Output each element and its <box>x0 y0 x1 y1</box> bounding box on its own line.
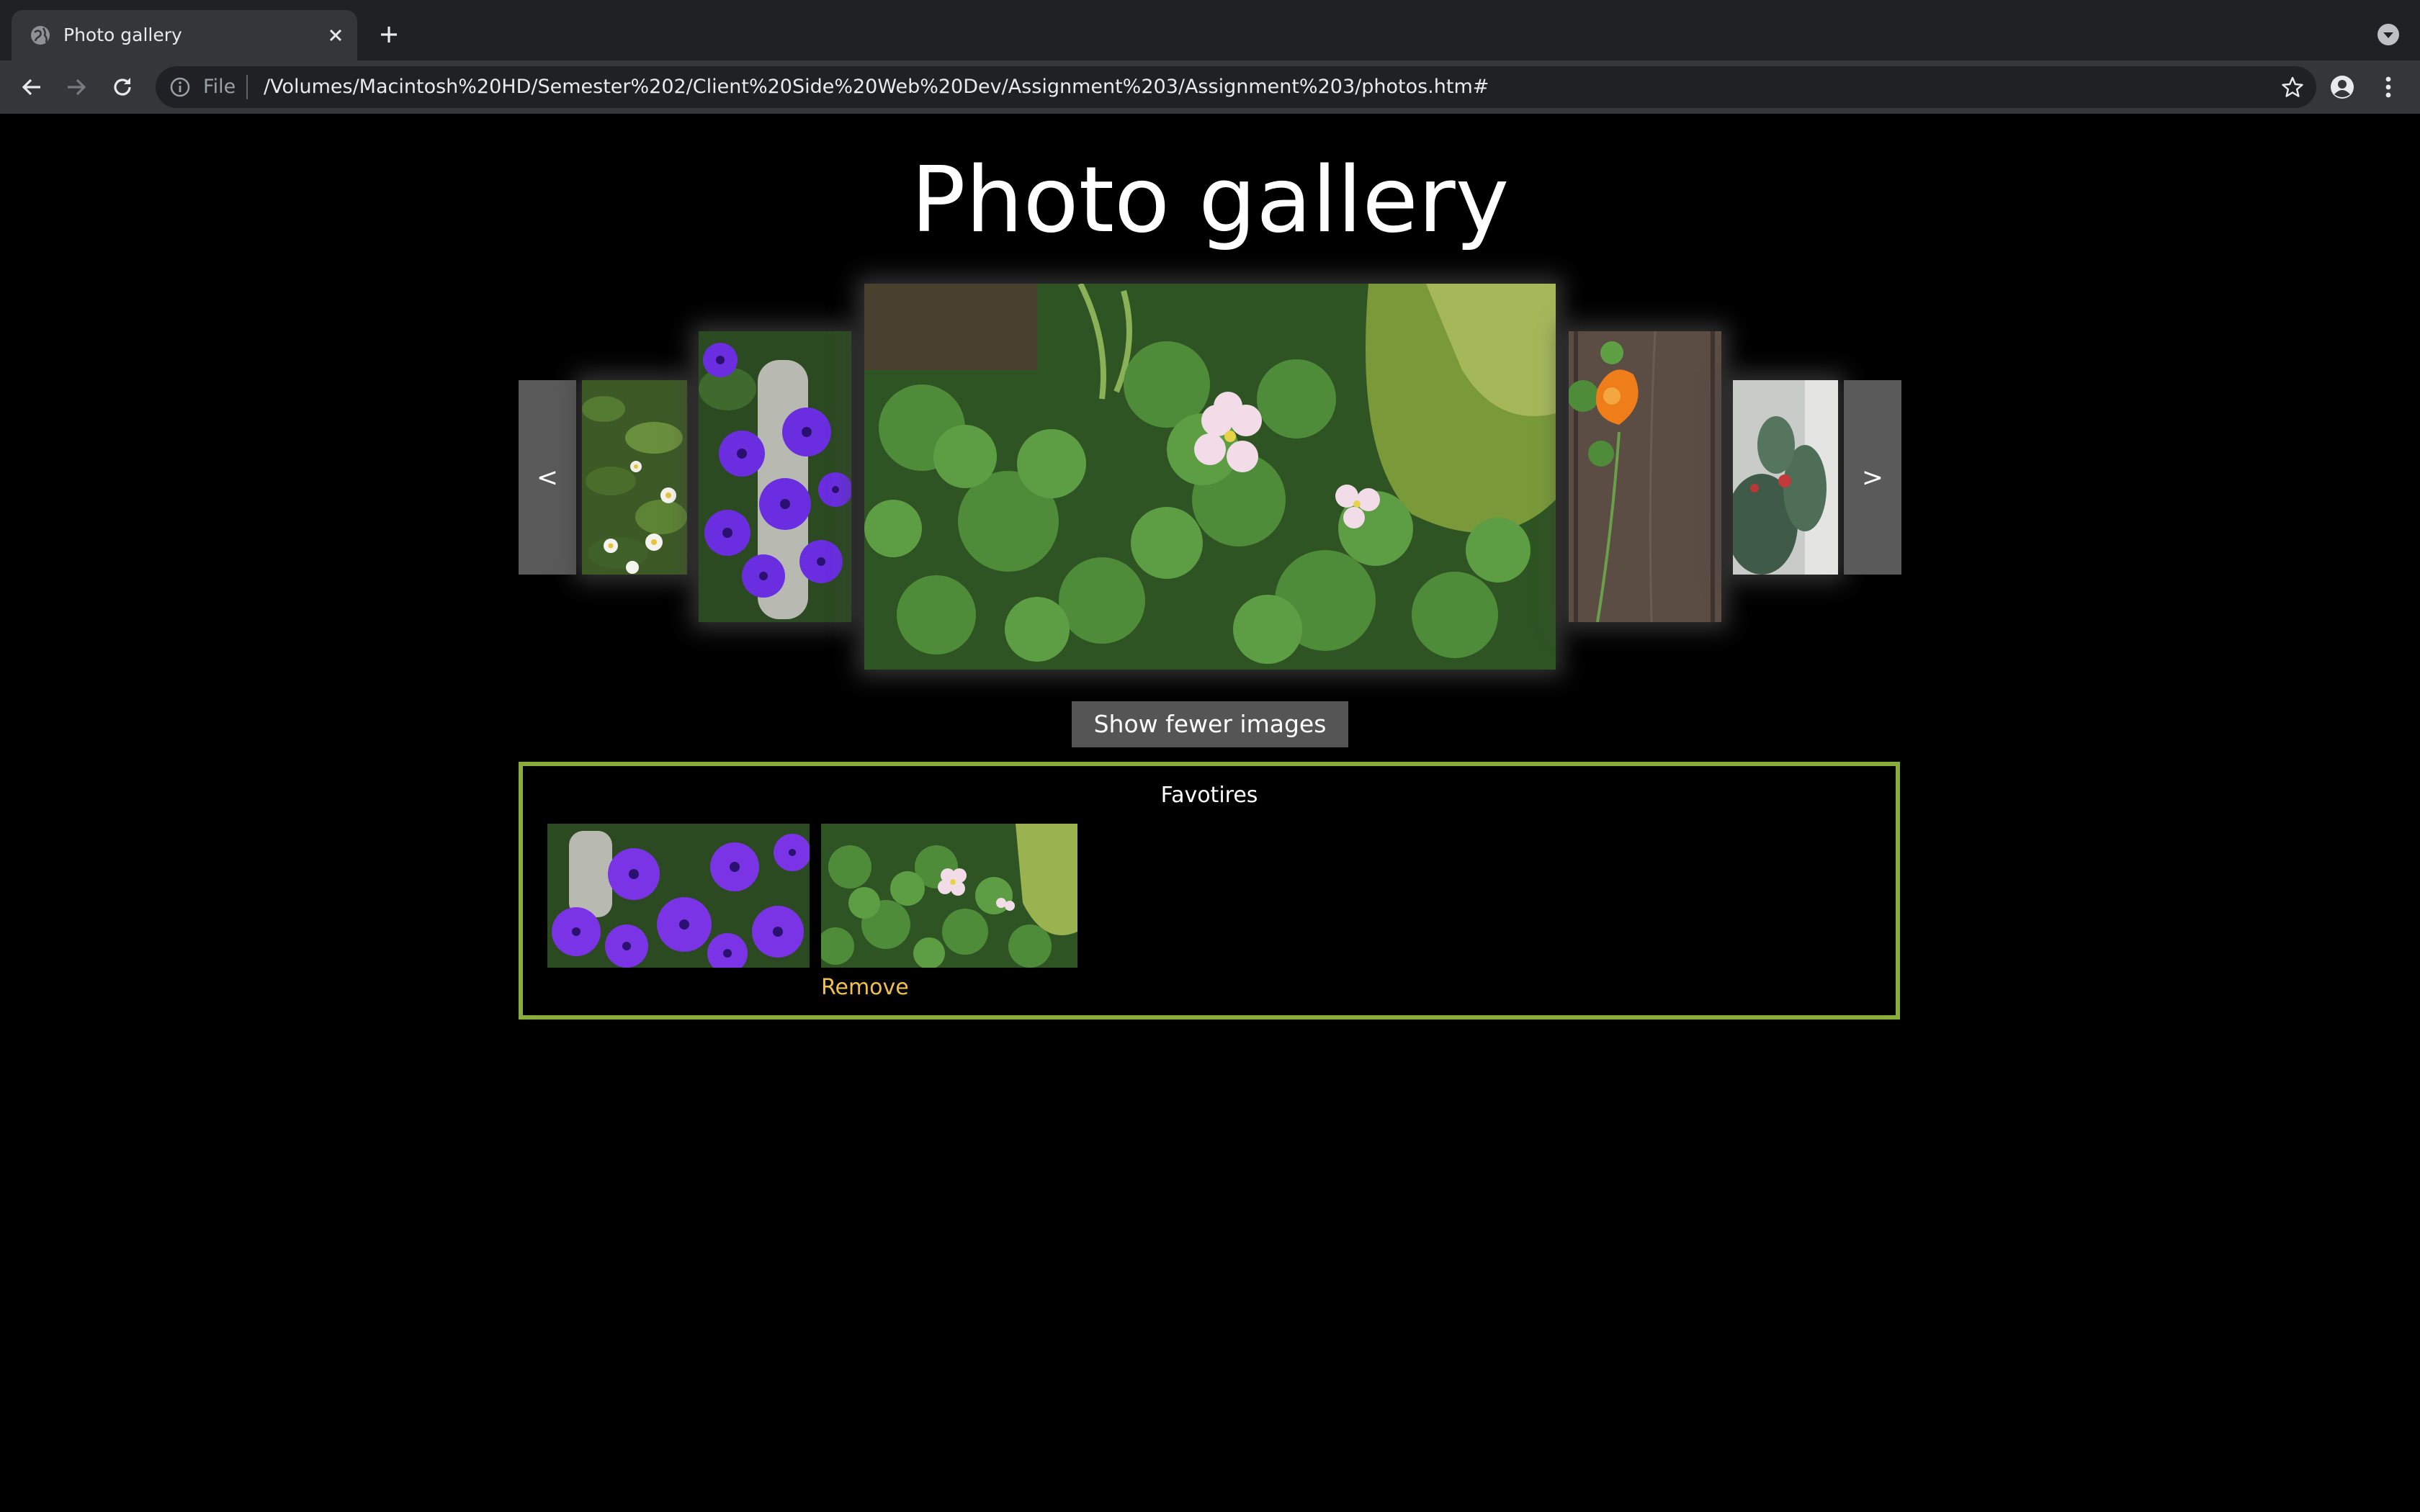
reload-icon[interactable] <box>108 73 137 102</box>
favorites-heading: Favotires <box>1160 783 1258 808</box>
browser-toolbar: File /Volumes/Macintosh%20HD/Semester%20… <box>0 60 2420 114</box>
info-icon[interactable] <box>169 76 192 99</box>
scheme-chip: File <box>203 76 236 98</box>
previous-button[interactable]: < <box>519 380 576 575</box>
next-button[interactable]: > <box>1844 380 1901 575</box>
chevron-down-icon[interactable] <box>2374 20 2403 49</box>
chip-divider <box>246 75 248 99</box>
browser-tabstrip: Photo gallery <box>0 0 2420 60</box>
carousel-image-clover-selected[interactable] <box>864 284 1556 670</box>
globe-icon <box>31 26 50 45</box>
clover-photo <box>864 284 1556 670</box>
carousel-image-cactus[interactable] <box>1733 380 1838 575</box>
address-bar[interactable]: File /Volumes/Macintosh%20HD/Semester%20… <box>156 66 2316 108</box>
carousel-image-purple-flowers[interactable] <box>699 331 851 622</box>
star-icon[interactable] <box>2280 75 2305 99</box>
favorite-purple-photo <box>547 824 810 968</box>
purple-flowers-photo <box>699 331 851 622</box>
favorite-image-clover[interactable] <box>821 824 1077 968</box>
forward-arrow-icon[interactable] <box>62 73 91 102</box>
page-content: Photo gallery < <box>0 114 2420 1512</box>
kebab-menu-icon[interactable] <box>2374 73 2403 102</box>
back-arrow-icon[interactable] <box>17 73 46 102</box>
favorite-clover-photo <box>821 824 1077 968</box>
favorites-panel: Favotires <box>519 762 1900 1020</box>
tab-title: Photo gallery <box>63 24 182 45</box>
profile-icon[interactable] <box>2328 73 2357 102</box>
carousel-image-daisies[interactable] <box>582 380 687 575</box>
remove-favorite-link[interactable]: Remove <box>821 975 909 1000</box>
carousel-image-nasturtium[interactable] <box>1569 331 1721 622</box>
url-text[interactable]: /Volumes/Macintosh%20HD/Semester%202/Cli… <box>264 76 1489 98</box>
show-fewer-images-button[interactable]: Show fewer images <box>1072 701 1348 747</box>
cactus-photo <box>1733 380 1838 575</box>
plus-icon[interactable] <box>375 20 403 49</box>
daisies-photo <box>582 380 687 575</box>
close-icon[interactable] <box>323 22 349 48</box>
browser-tab-active[interactable]: Photo gallery <box>12 10 357 60</box>
nasturtium-photo <box>1569 331 1721 622</box>
page-title: Photo gallery <box>910 147 1510 253</box>
favorite-image-purple-flowers[interactable] <box>547 824 810 968</box>
